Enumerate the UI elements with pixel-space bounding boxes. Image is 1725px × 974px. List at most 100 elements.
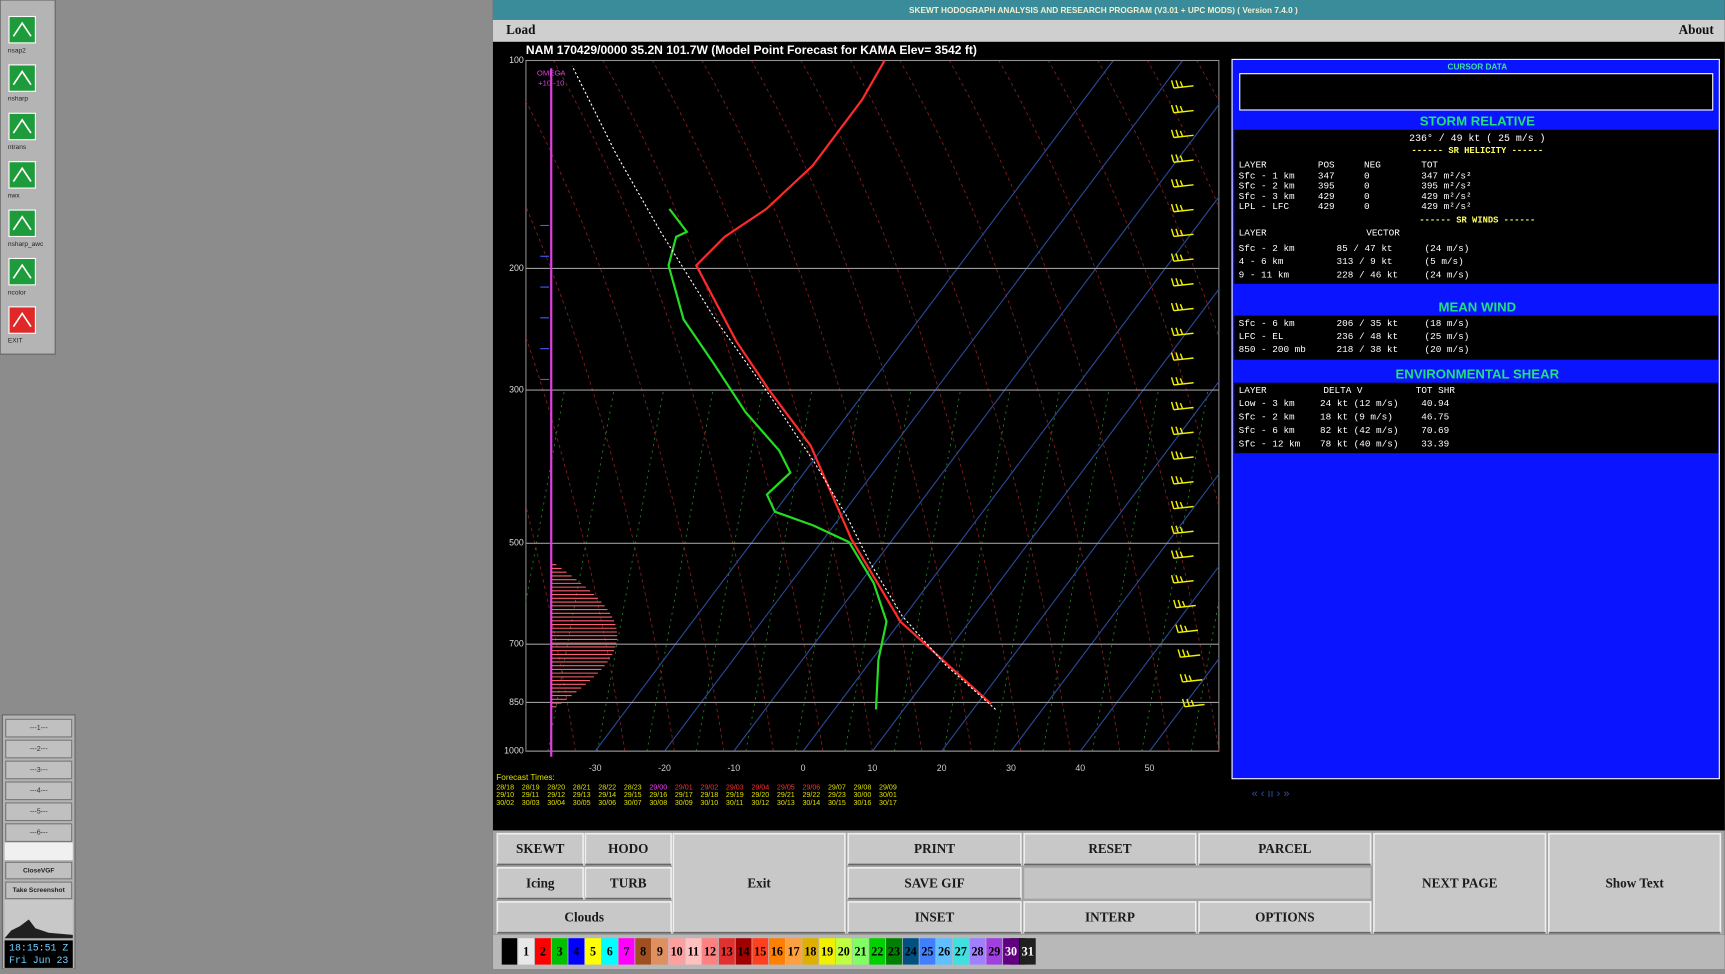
color-swatch[interactable] [618,938,635,965]
button-label[interactable]: Icing [526,875,555,890]
forecast-time[interactable]: 30/14 [802,799,820,807]
color-number[interactable]: 27 [955,944,967,958]
color-swatch[interactable] [718,938,735,965]
color-swatch[interactable] [585,938,602,965]
color-number[interactable]: 5 [590,944,596,958]
forecast-time[interactable]: 30/07 [624,799,642,807]
color-number[interactable]: 11 [688,944,699,958]
forecast-time[interactable]: 30/00 [853,791,871,799]
color-swatch[interactable] [869,938,886,965]
forecast-time[interactable]: 30/01 [879,791,897,799]
color-number[interactable]: 31 [1022,944,1034,958]
button-label[interactable]: RESET [1088,841,1131,856]
slot-button[interactable] [5,781,73,801]
forecast-time[interactable]: 29/16 [649,791,667,799]
app-icon[interactable] [8,112,36,141]
forecast-time[interactable]: 30/16 [853,799,871,807]
page-nav[interactable]: « ‹ ıı › » [1252,788,1290,800]
forecast-time[interactable]: 30/17 [879,799,897,807]
button-label[interactable]: PARCEL [1258,841,1311,856]
forecast-time[interactable]: 29/06 [802,783,820,791]
forecast-time[interactable]: 29/02 [700,783,718,791]
app-label[interactable]: ntrans [8,144,27,151]
app-icon[interactable] [8,64,36,92]
color-number[interactable]: 14 [737,944,749,958]
slot-label[interactable]: ---4--- [30,787,49,795]
color-number[interactable]: 19 [821,944,833,958]
color-swatch[interactable] [668,938,685,965]
forecast-time[interactable]: 30/12 [751,799,769,807]
color-swatch[interactable] [802,938,819,965]
forecast-time[interactable]: 29/00 [649,783,667,791]
color-number[interactable]: 20 [838,944,850,958]
app-label[interactable]: ncolor [8,289,27,296]
color-number[interactable]: 18 [804,944,816,958]
color-swatch[interactable] [518,938,535,965]
app-icon[interactable] [8,209,36,238]
color-number[interactable]: 15 [754,944,766,958]
slot-button[interactable] [5,802,73,822]
forecast-time[interactable]: 29/08 [853,783,871,791]
app-icon[interactable] [8,257,36,286]
forecast-time[interactable]: 30/03 [522,799,540,807]
color-swatch[interactable] [752,938,769,965]
color-number[interactable]: 22 [871,944,883,958]
color-number[interactable]: 2 [540,944,546,958]
dock-button-label[interactable]: CloseVGF [23,867,54,874]
forecast-time[interactable]: 29/14 [598,791,616,799]
forecast-time[interactable]: 29/09 [879,783,897,791]
button[interactable] [496,832,584,866]
slot-label[interactable]: ---6--- [30,829,49,837]
forecast-time[interactable]: 29/13 [573,791,591,799]
forecast-time[interactable]: 30/05 [573,799,591,807]
forecast-time[interactable]: 30/09 [675,799,693,807]
app-label[interactable]: nsap2 [8,47,26,54]
color-number[interactable]: 1 [523,944,529,958]
forecast-time[interactable]: 29/20 [751,791,769,799]
color-swatch[interactable] [601,938,618,965]
button-label[interactable]: INSET [915,909,955,924]
forecast-time[interactable]: 30/10 [700,799,718,807]
color-number[interactable]: 3 [557,944,563,958]
color-number[interactable]: 23 [888,944,900,958]
forecast-time[interactable]: 29/12 [547,791,565,799]
forecast-time[interactable]: 29/10 [496,791,514,799]
forecast-time[interactable]: 29/23 [828,791,846,799]
dock-button[interactable] [5,861,73,880]
forecast-time[interactable]: 29/07 [828,783,846,791]
forecast-time[interactable]: 30/08 [649,799,667,807]
menu-item[interactable]: Load [506,22,536,37]
color-swatch[interactable] [886,938,902,965]
color-swatch[interactable] [852,938,869,965]
color-number[interactable]: 13 [721,944,733,958]
color-swatch[interactable] [785,938,802,965]
app-label[interactable]: nwx [8,193,20,200]
button[interactable] [847,901,1022,934]
button[interactable] [847,866,1022,900]
button[interactable] [1373,832,1547,934]
button-label[interactable]: INTERP [1085,909,1135,924]
forecast-time[interactable]: 28/21 [573,783,591,791]
slot-label[interactable]: ---5--- [30,808,49,816]
color-number[interactable]: 30 [1005,944,1017,958]
forecast-time[interactable]: 28/22 [598,783,616,791]
color-swatch[interactable] [685,938,702,965]
button-label[interactable]: OPTIONS [1255,909,1314,924]
color-number[interactable]: 17 [788,944,800,958]
color-number[interactable]: 12 [704,944,716,958]
forecast-time[interactable]: 29/22 [802,791,820,799]
slot-button[interactable] [5,718,73,738]
app-label[interactable]: nsharp_awc [8,241,44,248]
forecast-time[interactable]: 29/03 [726,783,744,791]
slot-label[interactable]: ---3--- [30,766,49,774]
color-swatch[interactable] [1003,938,1020,965]
forecast-time[interactable]: 28/19 [522,783,540,791]
color-number[interactable]: 16 [771,944,783,958]
color-swatch[interactable] [902,938,919,965]
forecast-time[interactable]: 30/13 [777,799,795,807]
slot-button[interactable] [5,823,73,842]
color-number[interactable]: 24 [905,944,917,958]
forecast-time[interactable]: 30/06 [598,799,616,807]
forecast-time[interactable]: 30/04 [547,799,565,807]
button-label[interactable]: Exit [747,875,771,890]
